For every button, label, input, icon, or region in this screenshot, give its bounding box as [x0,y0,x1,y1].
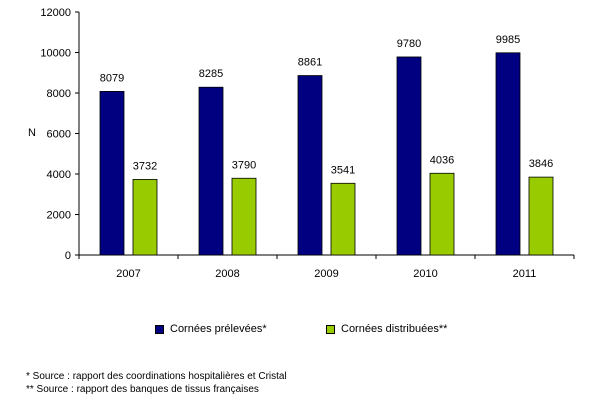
bar-distribuees-2008 [231,177,257,256]
bar-distribuees-2011 [528,176,554,256]
bar-prelevees-2011 [495,52,521,256]
data-label-distribuees-2009: 3541 [331,164,355,176]
y-tick-label-10000: 10000 [40,48,71,60]
y-tick-label-2000: 2000 [47,210,71,222]
y-tick-label-0: 0 [65,250,71,262]
x-tick-label-2008: 2008 [215,268,239,280]
legend-swatch-series-2 [326,324,335,334]
x-tick-label-2009: 2009 [314,268,338,280]
y-tick-label-4000: 4000 [47,169,71,181]
x-tick-label-2007: 2007 [116,268,140,280]
x-tick-label-2011: 2011 [513,268,537,280]
bar-distribuees-2007 [132,179,158,256]
y-tick-label-8000: 8000 [47,88,71,100]
y-tick-label-6000: 6000 [47,129,71,141]
data-label-prelevees-2007: 8079 [100,72,124,84]
y-tick-label-12000: 12000 [40,7,71,19]
data-label-distribuees-2008: 3790 [232,159,256,171]
bar-distribuees-2010 [429,172,455,256]
data-label-prelevees-2009: 8861 [298,57,322,69]
legend-label-series-2: Cornées distribuées** [341,323,448,335]
bar-prelevees-2007 [99,91,125,256]
x-tick-label-2010: 2010 [413,268,437,280]
data-label-prelevees-2011: 9985 [496,34,520,46]
data-label-distribuees-2011: 3846 [529,158,553,170]
bar-chart: 0 2000 4000 6000 8000 10000 12000 N 2007 8079 3732… [28,7,575,280]
bar-distribuees-2009 [330,182,356,256]
y-axis-label: N [28,127,36,139]
data-label-distribuees-2010: 4036 [430,154,454,166]
footnotes: * Source : rapport des coordinations hos… [26,370,287,396]
bar-prelevees-2008 [198,86,224,256]
legend-label-series-1: Cornées prélevées* [170,323,267,335]
data-label-prelevees-2010: 9780 [397,38,421,50]
data-label-distribuees-2007: 3732 [133,160,157,172]
bar-prelevees-2009 [297,75,323,256]
footnote-1: * Source : rapport des coordinations hos… [26,371,287,382]
legend-item-series-2: Cornées distribuées** [326,323,447,335]
footnote-2: ** Source : rapport des banques de tissu… [26,384,259,395]
data-label-prelevees-2008: 8285 [199,68,223,80]
legend-swatch-series-1 [155,324,164,334]
bar-prelevees-2010 [396,56,422,256]
legend-item-series-1: Cornées prélevées* [155,323,267,335]
